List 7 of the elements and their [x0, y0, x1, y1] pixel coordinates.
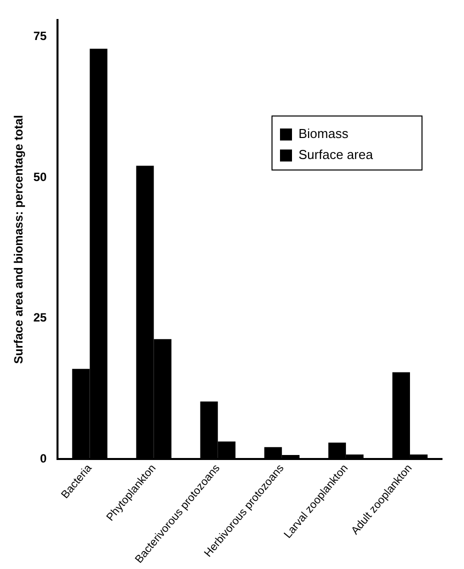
- y-tick-label: 25: [33, 310, 48, 325]
- y-tick-label: 75: [33, 29, 48, 44]
- y-axis-title: Surface area and biomass: percentage total: [12, 115, 26, 364]
- y-tick-label: 0: [40, 451, 48, 466]
- legend-label: Surface area: [298, 147, 374, 162]
- legend-label: Biomass: [298, 126, 349, 142]
- y-tick-label: 50: [33, 170, 48, 184]
